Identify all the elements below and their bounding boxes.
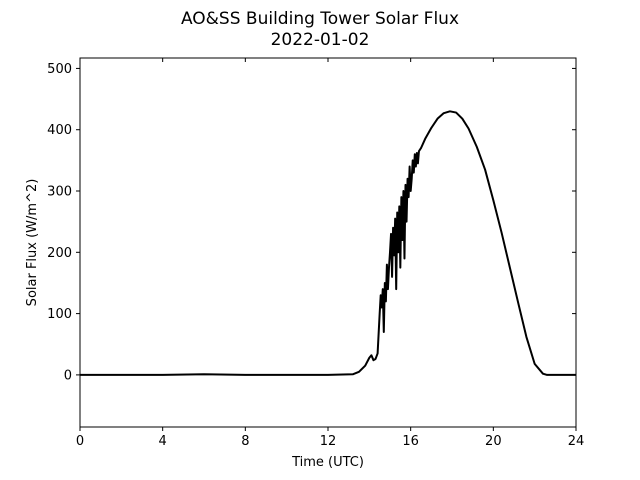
chart-subtitle: 2022-01-02 <box>271 30 370 50</box>
y-tick-label: 300 <box>47 185 72 200</box>
x-axis-label: Time (UTC) <box>291 455 364 470</box>
x-tick-label: 0 <box>76 434 84 449</box>
x-tick-label: 16 <box>402 434 419 449</box>
axes-frame <box>79 57 577 428</box>
y-axis-label: Solar Flux (W/m^2) <box>25 179 40 307</box>
plot-area <box>80 110 576 376</box>
x-tick-label: 20 <box>485 434 502 449</box>
chart-title: AO&SS Building Tower Solar Flux <box>181 9 459 29</box>
axis-ticks: 0 4 8 12 16 20 24 0 100 200 300 400 500 <box>47 58 584 449</box>
y-tick-label: 500 <box>47 62 72 77</box>
y-tick-label: 400 <box>47 123 72 138</box>
y-tick-label: 0 <box>64 368 72 383</box>
y-tick-label: 100 <box>47 307 72 322</box>
y-tick-label: 200 <box>47 246 72 261</box>
x-tick-label: 12 <box>320 434 337 449</box>
x-tick-label: 24 <box>568 434 585 449</box>
x-tick-label: 4 <box>159 434 167 449</box>
solar-flux-line <box>80 110 576 376</box>
x-tick-label: 8 <box>241 434 249 449</box>
